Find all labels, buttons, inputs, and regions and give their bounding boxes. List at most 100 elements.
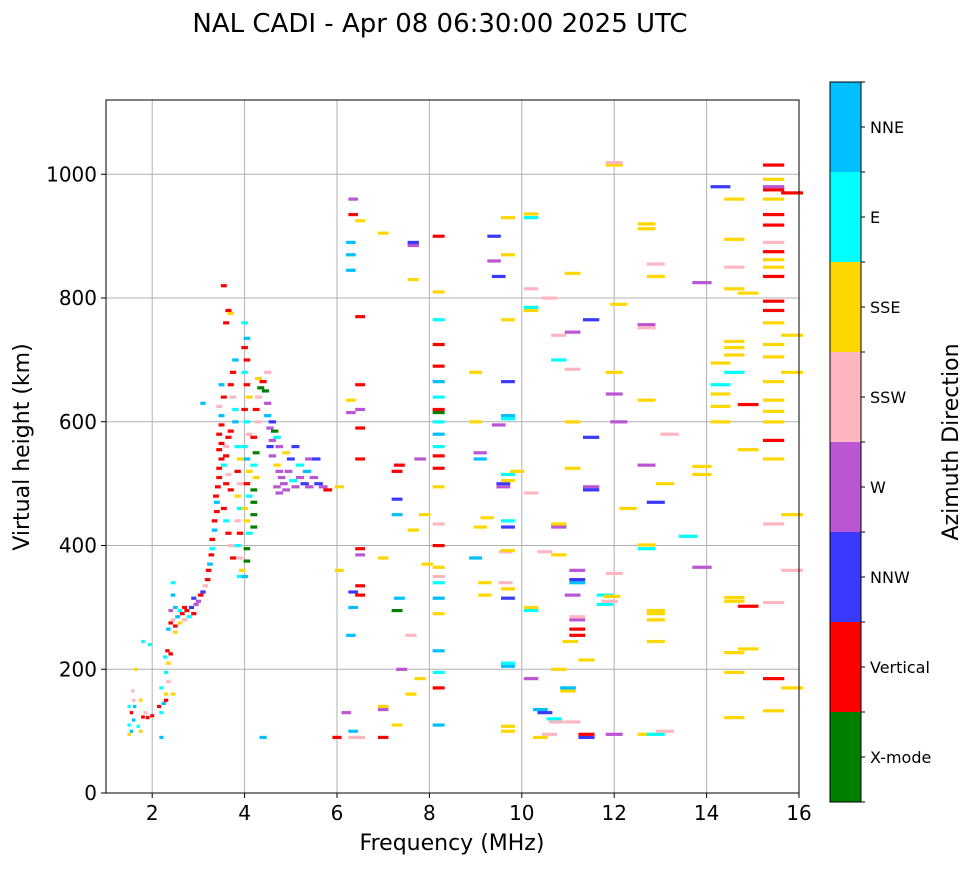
data-point-sse: [762, 355, 785, 359]
data-point-ssw: [762, 240, 785, 245]
data-point-sse: [523, 308, 539, 313]
y-tick-label: 0: [84, 781, 97, 805]
data-point-vertical: [241, 407, 248, 412]
data-point-vertical: [332, 735, 342, 740]
data-point-sse: [724, 237, 745, 241]
data-point-e: [724, 370, 745, 374]
data-point-vertical: [229, 556, 237, 560]
data-point-e: [223, 519, 230, 523]
data-point-w: [168, 608, 173, 613]
data-point-nnw: [200, 590, 206, 594]
data-point-ssw: [131, 698, 136, 702]
data-point-sse: [478, 581, 492, 585]
data-point-e: [250, 463, 258, 467]
data-point-sse: [432, 612, 445, 616]
data-point-sse: [762, 420, 785, 424]
data-point-w: [569, 568, 586, 572]
data-point-vertical: [236, 531, 244, 535]
data-point-nne: [432, 432, 445, 436]
data-point-sse: [377, 556, 389, 560]
data-point-e: [546, 717, 562, 721]
data-point-e: [432, 670, 445, 675]
data-point-e: [159, 711, 164, 715]
data-point-vertical: [578, 732, 595, 736]
data-point-nnw: [500, 525, 515, 529]
data-point-x-mode: [250, 488, 258, 492]
data-point-nne: [348, 729, 358, 733]
data-point-ssw: [523, 287, 539, 291]
data-points: [127, 160, 804, 740]
data-point-ssw: [216, 404, 223, 408]
data-point-vertical: [218, 457, 225, 461]
data-point-sse: [724, 716, 745, 720]
data-point-e: [245, 531, 253, 535]
data-point-sse: [781, 686, 804, 690]
data-point-ssw: [234, 519, 241, 523]
data-point-nnw: [582, 488, 600, 492]
data-point-nne: [129, 729, 134, 733]
data-point-sse: [500, 587, 515, 591]
data-point-w: [193, 602, 199, 606]
data-point-sse: [500, 253, 515, 257]
data-point-sse: [478, 593, 492, 597]
data-point-w: [280, 482, 288, 486]
data-point-vertical: [355, 547, 365, 551]
data-point-e: [500, 661, 515, 665]
colorbar-segment-nne: [830, 82, 861, 172]
data-point-sse: [170, 692, 176, 696]
data-point-e: [170, 581, 176, 585]
data-point-nne: [348, 605, 358, 610]
data-point-sse: [273, 463, 281, 467]
data-point-w: [564, 593, 581, 597]
data-point-sse: [646, 608, 665, 613]
data-point-nnw: [348, 590, 358, 594]
data-point-vertical: [220, 395, 227, 399]
x-tick-label: 4: [238, 801, 251, 825]
y-axis-ticks: 0 200 400 600 800 1000: [46, 162, 106, 805]
data-point-sse: [724, 670, 745, 675]
colorbar-segment-nnw: [830, 532, 861, 622]
data-point-sse: [252, 475, 260, 480]
data-point-ssw: [762, 600, 785, 605]
data-point-nnw: [500, 380, 515, 384]
data-point-nne: [172, 605, 178, 610]
data-point-w: [284, 469, 293, 473]
data-point-vertical: [220, 284, 227, 288]
data-point-ssw: [605, 571, 623, 576]
data-point-sse: [355, 219, 365, 223]
data-point-sse: [724, 595, 745, 600]
data-point-sse: [391, 723, 403, 727]
data-point-ssw: [781, 568, 804, 572]
data-point-ssw: [564, 367, 581, 371]
data-point-vertical: [223, 482, 230, 486]
data-point-nne: [432, 723, 445, 727]
data-point-w: [605, 732, 623, 736]
data-point-sse: [432, 290, 445, 294]
data-point-vertical: [218, 423, 225, 427]
data-point-e: [596, 602, 614, 606]
data-point-e: [432, 395, 445, 399]
data-point-w: [346, 410, 356, 415]
data-point-nne: [241, 574, 248, 579]
y-tick-label: 200: [59, 657, 97, 681]
data-point-vertical: [432, 686, 445, 690]
data-point-sse: [619, 506, 637, 511]
data-point-w: [195, 599, 202, 603]
data-point-sse: [762, 197, 785, 201]
x-axis-ticks: 2 4 6 8 10 12 14 16: [146, 793, 812, 825]
data-point-sse: [724, 287, 745, 291]
data-point-nne: [473, 457, 487, 461]
data-point-nne: [469, 556, 483, 560]
data-point-vertical: [225, 531, 232, 535]
data-point-nne: [175, 615, 180, 619]
data-point-ssw: [724, 265, 745, 269]
data-point-vertical: [227, 383, 234, 387]
data-point-w: [305, 485, 314, 489]
data-point-sse: [564, 271, 581, 275]
data-point-sse: [762, 457, 785, 461]
data-point-vertical: [762, 299, 785, 303]
data-point-vertical: [569, 627, 586, 631]
data-point-vertical: [216, 475, 223, 480]
x-tick-label: 12: [601, 801, 626, 825]
colorbar-segment-e: [830, 172, 861, 262]
